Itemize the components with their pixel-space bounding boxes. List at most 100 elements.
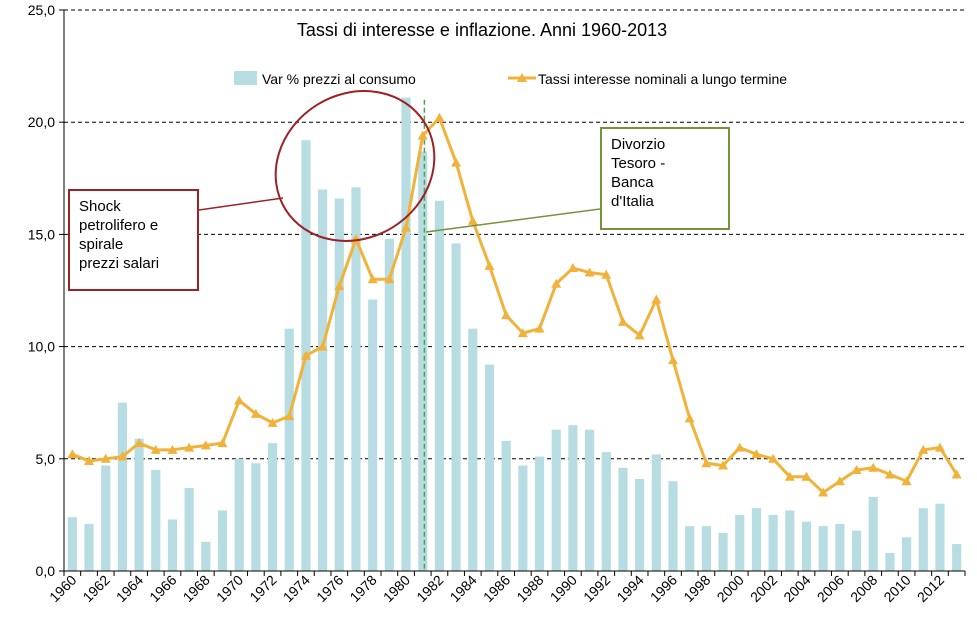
rate-point	[467, 215, 478, 225]
rate-point	[551, 278, 562, 288]
x-tick-label: 1996	[647, 572, 680, 605]
interest-rate-line	[67, 112, 962, 497]
x-tick-label: 2004	[780, 572, 813, 605]
x-tick-label: 1978	[346, 572, 379, 605]
rate-point	[884, 469, 895, 479]
inflation-bar	[251, 463, 261, 571]
rate-point	[134, 438, 145, 448]
annotation-shock-line: spirale	[79, 236, 124, 253]
annotation-divorzio-line: Divorzio	[611, 136, 666, 153]
legend-marker-rates	[517, 73, 527, 82]
inflation-bar	[67, 517, 77, 571]
rate-point	[634, 330, 645, 340]
inflation-bar	[551, 429, 561, 571]
inflation-bar	[835, 523, 845, 571]
inflation-bar	[584, 429, 595, 571]
rate-point	[334, 281, 345, 291]
inflation-bar	[618, 467, 628, 571]
rate-point	[150, 444, 161, 454]
rate-point	[918, 444, 929, 454]
inflation-bar	[785, 510, 795, 571]
annotation-divorzio: Divorzio Tesoro - Banca d'Italia	[600, 127, 730, 230]
y-tick-label: 15,0	[28, 226, 55, 242]
rate-point	[267, 417, 278, 427]
rate-point	[651, 294, 662, 304]
inflation-bar	[167, 519, 178, 571]
rate-point	[100, 453, 111, 463]
legend: Var % prezzi al consumo Tassi interesse …	[234, 71, 787, 87]
rate-point	[167, 444, 178, 454]
inflation-bar	[635, 478, 645, 571]
inflation-bar	[267, 443, 278, 571]
inflation-bar	[334, 198, 344, 571]
x-tick-label: 2006	[814, 572, 847, 605]
y-tick-label: 20,0	[28, 114, 55, 130]
x-tick-label: 1998	[680, 572, 713, 605]
x-tick-label: 1994	[613, 572, 646, 605]
inflation-bar	[518, 465, 528, 571]
chart-title: Tassi di interesse e inflazione. Anni 19…	[297, 20, 667, 40]
inflation-bar	[484, 364, 495, 571]
y-tick-label: 5,0	[36, 451, 56, 467]
rate-point	[584, 267, 595, 277]
x-tick-label: 2000	[714, 572, 747, 605]
inflation-bar	[501, 440, 511, 571]
rate-point	[401, 222, 412, 232]
annotation-shock-line: Shock	[79, 198, 121, 215]
x-tick-label: 1968	[180, 572, 213, 605]
inflation-bar	[318, 189, 328, 571]
rate-point	[801, 471, 812, 481]
inflation-bar	[234, 458, 244, 571]
rate-point	[718, 460, 729, 470]
inflation-bar	[902, 537, 912, 571]
inflation-bar	[368, 299, 378, 571]
rate-point	[951, 469, 962, 479]
rate-point	[734, 442, 745, 452]
x-tick-label: 2002	[747, 572, 780, 605]
legend-label-inflation: Var % prezzi al consumo	[262, 71, 416, 87]
gridlines	[64, 9, 965, 460]
rate-point	[701, 458, 712, 468]
y-tick-label: 10,0	[28, 339, 55, 355]
rate-line	[71, 116, 958, 494]
annotation-connectors	[198, 197, 601, 233]
x-tick-label: 2010	[880, 572, 913, 605]
inflation-bar	[468, 328, 478, 571]
y-tick-label: 0,0	[36, 563, 56, 579]
inflation-bar	[451, 243, 461, 571]
inflation-bar	[751, 508, 762, 571]
inflation-bar	[935, 503, 945, 571]
rate-point	[601, 269, 612, 279]
inflation-bars	[67, 97, 962, 572]
inflation-bar	[434, 200, 445, 572]
inflation-bar	[718, 532, 728, 571]
inflation-bar	[735, 514, 745, 571]
inflation-bar	[918, 508, 928, 571]
rate-point	[67, 449, 78, 459]
rate-point	[684, 413, 695, 423]
rate-point	[834, 476, 845, 486]
x-tick-label: 1992	[580, 572, 613, 605]
rate-point	[851, 465, 862, 475]
x-tick-label: 1986	[480, 572, 513, 605]
inflation-bar	[534, 456, 545, 571]
inflation-bar	[701, 526, 711, 571]
inflation-bar	[284, 328, 294, 571]
rate-point	[217, 438, 228, 448]
inflation-bar	[568, 425, 578, 571]
inflation-bar	[952, 544, 962, 571]
inflation-bar	[84, 523, 94, 571]
x-tick-label: 1962	[79, 572, 112, 605]
rate-point	[117, 451, 128, 461]
rate-point	[384, 274, 395, 284]
annotation-shock-line: petrolifero e	[79, 217, 159, 234]
rate-point	[284, 411, 295, 421]
x-tick-label: 1988	[513, 572, 546, 605]
inflation-bar	[151, 470, 161, 571]
inflation-bar	[117, 402, 127, 571]
inflation-bar	[885, 553, 895, 571]
rate-point	[300, 350, 311, 360]
rate-point	[534, 323, 545, 333]
rate-point	[751, 449, 762, 459]
